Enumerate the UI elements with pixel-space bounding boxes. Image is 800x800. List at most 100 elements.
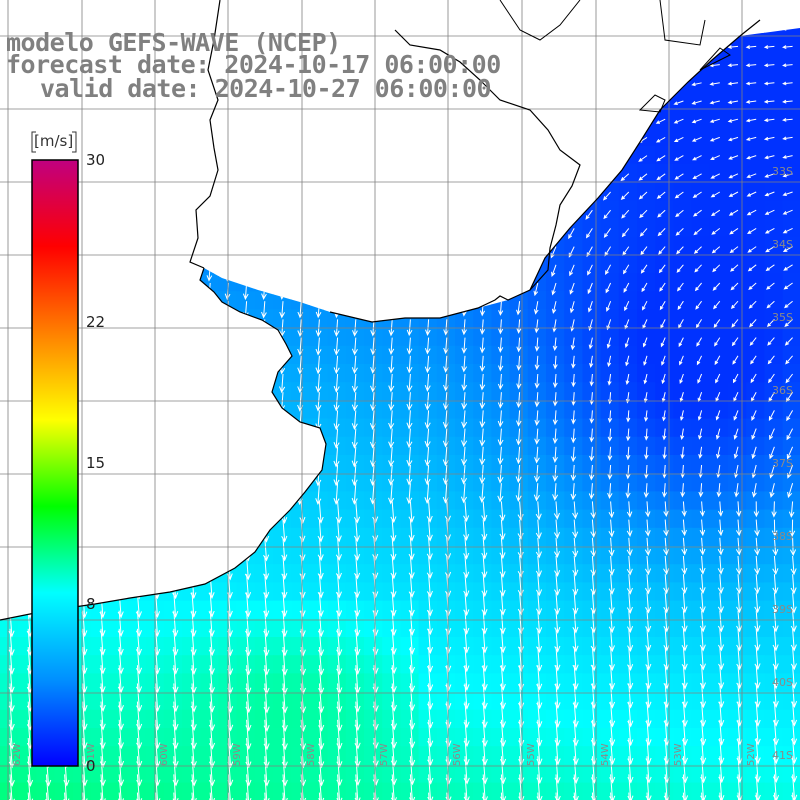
longitude-label: 61W: [86, 743, 97, 766]
wind-speed-cell: [163, 728, 183, 747]
wind-arrow: [476, 137, 484, 148]
wind-arrow: [591, 792, 598, 800]
wind-arrow: [496, 210, 502, 223]
wind-arrow: [782, 209, 793, 215]
wind-speed-cell: [618, 382, 638, 401]
wind-speed-cell: [254, 691, 274, 711]
wind-speed-cell: [491, 218, 511, 238]
wind-arrow: [224, 355, 231, 375]
wind-arrow: [388, 428, 395, 449]
wind-arrow: [554, 555, 561, 577]
wind-speed-cell: [764, 163, 784, 183]
wind-arrow: [245, 792, 252, 800]
wind-speed-cell: [746, 564, 765, 583]
wind-arrow: [23, 428, 31, 451]
wind-speed-cell: [236, 728, 256, 747]
wind-speed-cell: [309, 182, 329, 201]
wind-speed-cell: [782, 218, 800, 238]
wind-speed-cell: [782, 145, 800, 165]
wind-arrow: [497, 428, 504, 447]
wind-speed-cell: [200, 236, 219, 256]
wind-speed-cell: [273, 709, 292, 729]
wind-speed-cell: [728, 564, 747, 583]
wind-speed-cell: [345, 382, 365, 401]
wind-speed-cell: [436, 345, 456, 365]
wind-speed-cell: [527, 163, 547, 183]
wind-arrow: [333, 10, 338, 18]
wind-arrow: [8, 537, 15, 563]
wind-speed-cell: [436, 145, 456, 165]
wind-arrow: [315, 264, 322, 281]
wind-arrow: [570, 483, 577, 501]
wind-arrow: [638, 191, 648, 200]
wind-speed-cell: [491, 28, 511, 37]
wind-speed-cell: [655, 709, 674, 729]
wind-arrow: [8, 10, 11, 20]
wind-speed-cell: [691, 382, 711, 401]
wind-arrow: [516, 319, 522, 334]
wind-speed-cell: [618, 254, 638, 274]
wind-speed-cell: [91, 418, 110, 438]
wind-arrow: [99, 792, 106, 800]
wind-arrow: [187, 410, 194, 432]
wind-arrow: [25, 82, 30, 96]
wind-arrow: [27, 792, 34, 800]
wind-arrow: [388, 410, 395, 430]
wind-arrow: [783, 264, 793, 271]
wind-arrow: [606, 301, 612, 312]
wind-arrow: [552, 373, 558, 389]
wind-speed-cell: [273, 582, 292, 602]
wind-speed-cell: [254, 764, 274, 784]
wind-arrow: [25, 119, 30, 133]
wind-arrow: [572, 592, 579, 615]
wind-speed-cell: [564, 273, 583, 292]
wind-speed-cell: [327, 655, 347, 674]
wind-arrow: [642, 300, 648, 311]
wind-speed-cell: [673, 0, 692, 19]
wind-speed-cell: [564, 655, 583, 674]
wind-speed-cell: [491, 254, 511, 274]
wind-speed-cell: [527, 655, 547, 674]
wind-speed-cell: [327, 582, 347, 602]
wind-arrow: [663, 574, 670, 595]
wind-speed-cell: [0, 291, 19, 310]
wind-arrow: [625, 355, 630, 367]
wind-arrow: [712, 282, 721, 291]
wind-arrow: [406, 446, 413, 467]
wind-arrow: [24, 392, 31, 414]
wind-speed-cell: [364, 618, 383, 638]
wind-arrow: [190, 774, 197, 800]
wind-speed-cell: [436, 382, 456, 401]
wind-arrow: [589, 355, 594, 368]
wind-speed-cell: [291, 309, 310, 329]
wind-speed-cell: [473, 746, 492, 765]
wind-speed-cell: [345, 746, 365, 765]
wind-speed-cell: [364, 673, 383, 693]
wind-speed-cell: [291, 436, 310, 456]
wind-speed-cell: [509, 637, 529, 656]
wind-speed-cell: [345, 145, 365, 165]
wind-speed-cell: [673, 527, 693, 547]
wind-arrow: [443, 319, 449, 336]
wind-arrow: [96, 410, 103, 432]
wind-speed-cell: [109, 327, 128, 347]
wind-speed-cell: [291, 655, 310, 674]
wind-arrow: [754, 792, 761, 800]
wind-speed-cell: [509, 36, 529, 56]
wind-speed-cell: [673, 546, 693, 565]
wind-arrow: [769, 428, 775, 441]
wind-arrow: [280, 155, 285, 170]
wind-speed-cell: [655, 218, 674, 238]
wind-speed-cell: [400, 364, 420, 383]
wind-arrow: [99, 774, 106, 800]
wind-speed-cell: [254, 491, 274, 511]
wind-speed-cell: [400, 327, 420, 347]
latitude-label: 41S: [772, 749, 793, 762]
wind-speed-cell: [527, 491, 547, 511]
wind-arrow: [583, 100, 593, 107]
wind-speed-cell: [655, 728, 674, 747]
wind-speed-cell: [0, 163, 19, 183]
wind-arrow: [443, 337, 449, 355]
wind-speed-cell: [309, 600, 329, 620]
